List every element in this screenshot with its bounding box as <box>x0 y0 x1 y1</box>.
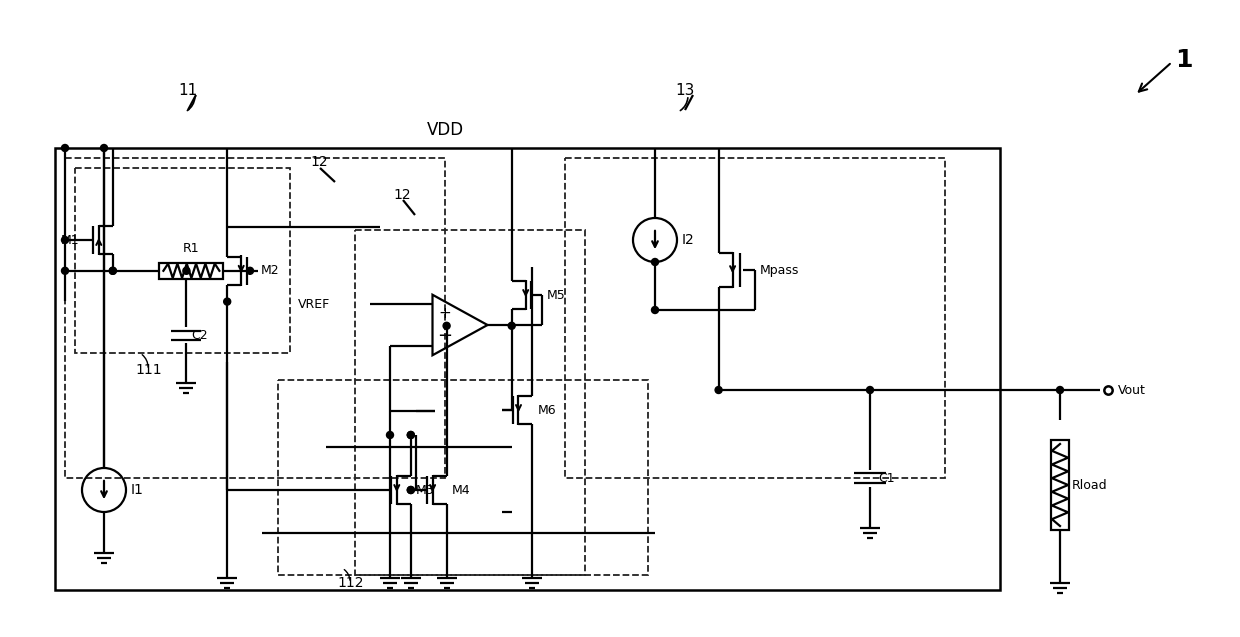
Circle shape <box>651 306 658 313</box>
Text: Mpass: Mpass <box>760 264 800 276</box>
Circle shape <box>62 268 68 275</box>
Text: M4: M4 <box>451 483 470 496</box>
Circle shape <box>62 236 68 243</box>
Circle shape <box>387 431 393 438</box>
Circle shape <box>100 145 108 152</box>
Text: −: − <box>438 327 453 345</box>
Circle shape <box>651 259 658 266</box>
Text: R1: R1 <box>184 242 200 255</box>
Circle shape <box>867 387 873 394</box>
Text: M3: M3 <box>415 483 434 496</box>
Circle shape <box>715 387 722 394</box>
Text: 13: 13 <box>675 83 694 97</box>
Text: +: + <box>439 306 451 321</box>
Circle shape <box>247 268 253 275</box>
Text: C2: C2 <box>191 329 208 341</box>
Text: I1: I1 <box>131 483 144 497</box>
Circle shape <box>1056 387 1064 394</box>
Text: VDD: VDD <box>427 121 464 139</box>
Text: 12: 12 <box>393 188 410 202</box>
Text: Vout: Vout <box>1118 383 1146 396</box>
Text: 12: 12 <box>310 155 327 169</box>
Text: Rload: Rload <box>1073 478 1107 492</box>
Bar <box>278 380 649 575</box>
Text: VREF: VREF <box>298 297 330 311</box>
Text: 1: 1 <box>1176 48 1193 72</box>
Text: 11: 11 <box>179 83 197 97</box>
Circle shape <box>407 487 414 494</box>
Bar <box>565 158 945 478</box>
Bar <box>74 168 290 353</box>
Bar <box>160 263 223 279</box>
Text: 112: 112 <box>337 576 363 590</box>
Text: I2: I2 <box>682 233 694 247</box>
Circle shape <box>184 268 190 275</box>
Circle shape <box>109 268 117 275</box>
Circle shape <box>407 431 414 438</box>
Bar <box>64 158 445 478</box>
Text: M1: M1 <box>61 234 79 247</box>
Text: 111: 111 <box>135 363 161 377</box>
Bar <box>1052 440 1069 530</box>
Text: M6: M6 <box>537 403 556 417</box>
Text: M2: M2 <box>260 264 280 277</box>
Bar <box>355 230 585 575</box>
Circle shape <box>407 431 414 438</box>
Circle shape <box>508 322 515 329</box>
Text: C1: C1 <box>878 471 894 485</box>
Circle shape <box>407 487 414 494</box>
Circle shape <box>62 145 68 152</box>
Text: M5: M5 <box>547 289 565 301</box>
Circle shape <box>109 268 117 275</box>
Circle shape <box>223 298 231 305</box>
Circle shape <box>443 322 450 329</box>
Bar <box>55 148 999 590</box>
